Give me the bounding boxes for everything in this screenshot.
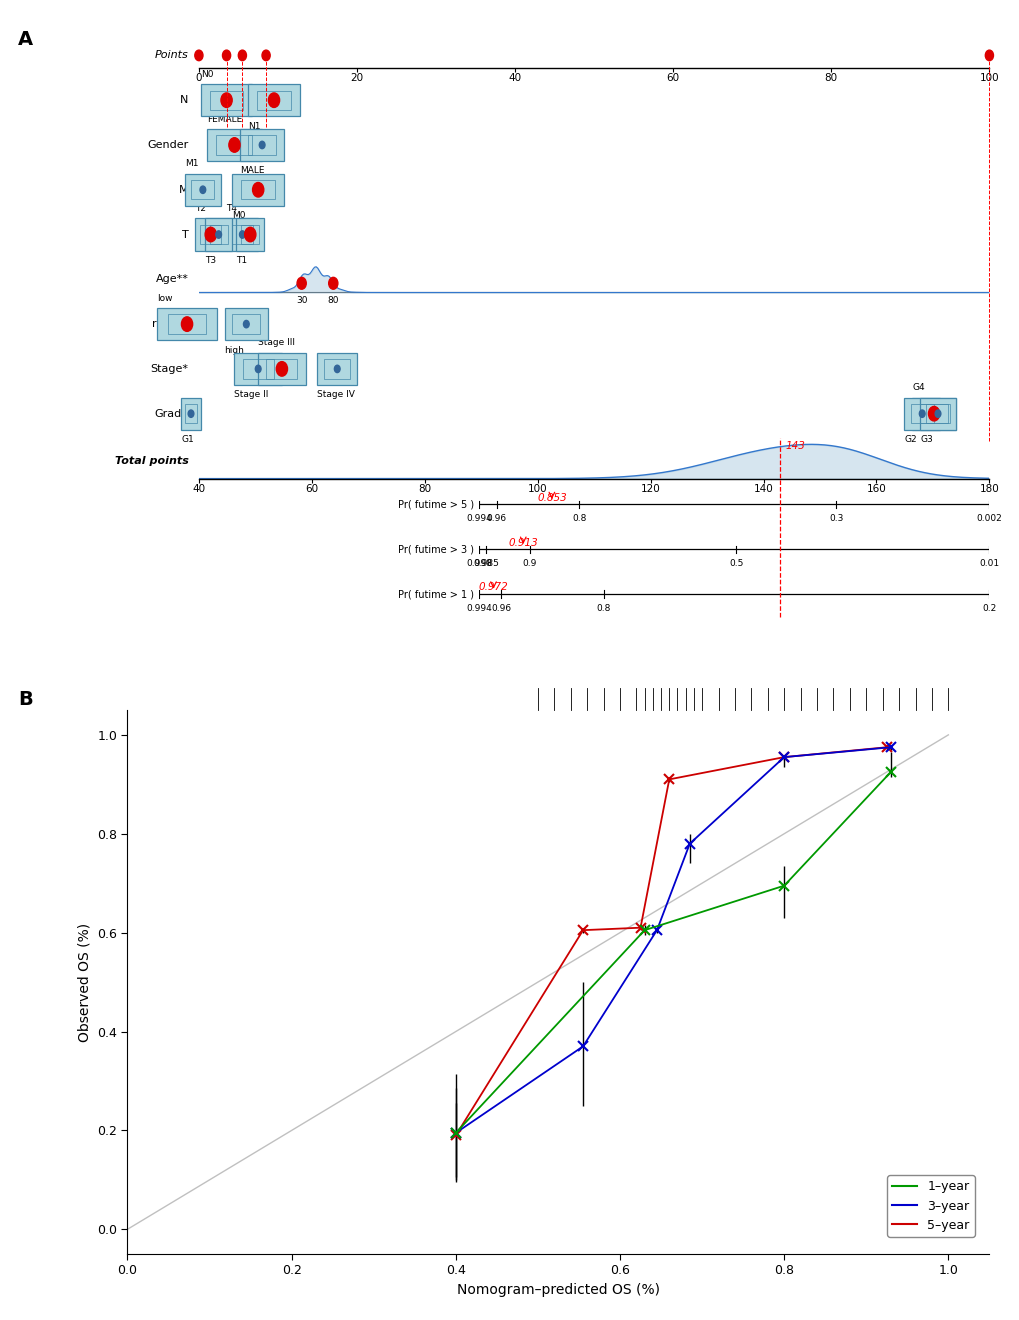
Text: 0.2: 0.2 — [981, 605, 996, 612]
X-axis label: Nomogram–predicted OS (%): Nomogram–predicted OS (%) — [457, 1283, 659, 1298]
Text: Grade: Grade — [155, 409, 189, 418]
Text: T3: T3 — [205, 256, 216, 265]
Text: 0.8: 0.8 — [596, 605, 610, 612]
Text: Points: Points — [155, 50, 189, 61]
Text: 0.002: 0.002 — [975, 515, 1002, 523]
Text: Total points: Total points — [115, 455, 189, 466]
Text: 0.994: 0.994 — [466, 515, 492, 523]
Text: Stage II: Stage II — [234, 391, 269, 399]
Text: A: A — [18, 30, 34, 49]
Text: M0: M0 — [232, 211, 246, 220]
Text: risk***: risk*** — [152, 319, 189, 329]
Text: Stage III: Stage III — [258, 338, 294, 347]
Text: high: high — [224, 346, 245, 355]
Text: 0.9: 0.9 — [523, 560, 537, 568]
Text: T1: T1 — [236, 256, 248, 265]
Text: 0.96: 0.96 — [486, 515, 506, 523]
Text: 0.3: 0.3 — [828, 515, 843, 523]
Text: Pr( futime > 3 ): Pr( futime > 3 ) — [397, 544, 474, 554]
Text: 30: 30 — [296, 297, 307, 305]
Text: N0: N0 — [201, 70, 213, 79]
Text: 0.972: 0.972 — [478, 582, 507, 593]
Text: G1: G1 — [181, 436, 194, 444]
Text: M1: M1 — [184, 160, 199, 169]
Text: Pr( futime > 1 ): Pr( futime > 1 ) — [397, 589, 474, 599]
Legend: 1–year, 3–year, 5–year: 1–year, 3–year, 5–year — [887, 1175, 973, 1237]
Text: 143: 143 — [785, 441, 805, 451]
Text: Stage IV: Stage IV — [317, 391, 355, 399]
Text: T: T — [181, 230, 189, 239]
Text: M: M — [179, 185, 189, 195]
Text: Pr( futime > 5 ): Pr( futime > 5 ) — [397, 499, 474, 510]
Text: 0.985: 0.985 — [473, 560, 498, 568]
Text: N: N — [180, 95, 189, 106]
Text: T4: T4 — [226, 205, 237, 213]
Text: T2: T2 — [195, 205, 206, 213]
Text: Age**: Age** — [156, 275, 189, 284]
Text: N1: N1 — [248, 121, 261, 131]
Text: 0.994: 0.994 — [466, 605, 492, 612]
Text: Gender: Gender — [148, 140, 189, 150]
Text: 0.5: 0.5 — [729, 560, 743, 568]
Text: 0.8: 0.8 — [572, 515, 586, 523]
Text: G3: G3 — [919, 436, 932, 444]
Text: 0.913: 0.913 — [507, 537, 538, 548]
Text: Stage*: Stage* — [151, 364, 189, 374]
Y-axis label: Observed OS (%): Observed OS (%) — [77, 923, 92, 1041]
Text: 0.998: 0.998 — [466, 560, 492, 568]
Text: 0.853: 0.853 — [536, 492, 567, 503]
Text: MALE: MALE — [240, 166, 265, 176]
Text: B: B — [18, 690, 33, 709]
Text: 0.96: 0.96 — [491, 605, 511, 612]
Text: 80: 80 — [327, 297, 338, 305]
Text: FEMALE: FEMALE — [207, 115, 242, 124]
Text: 0.01: 0.01 — [978, 560, 999, 568]
Text: low: low — [157, 294, 173, 302]
Text: G4: G4 — [911, 383, 924, 392]
Text: G2: G2 — [904, 436, 916, 444]
